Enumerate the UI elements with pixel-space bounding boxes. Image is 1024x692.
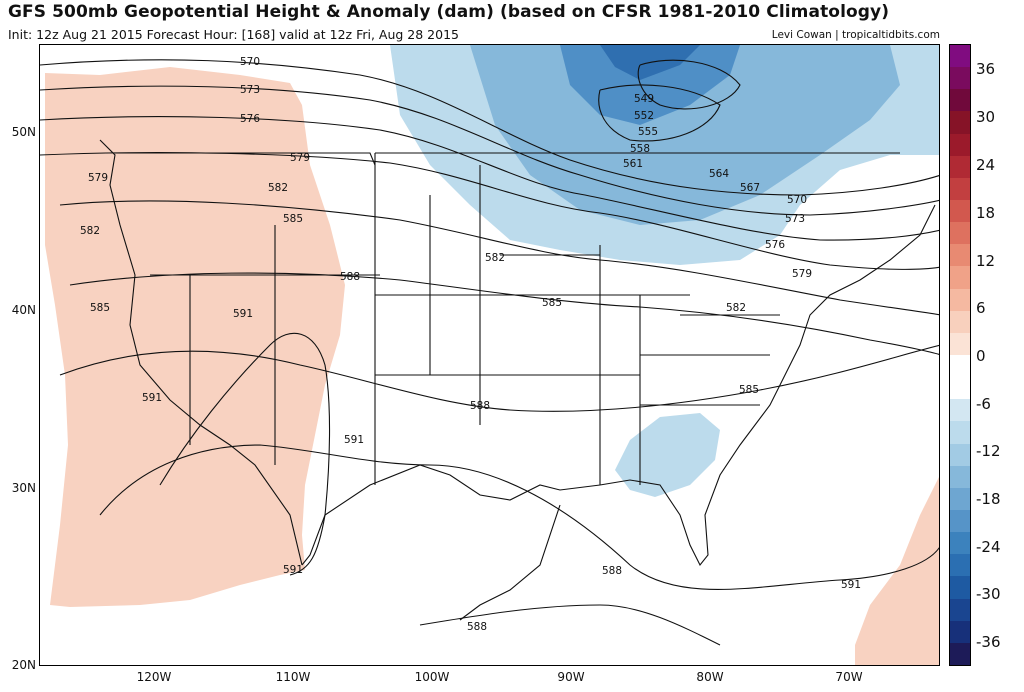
colorbar-segment	[950, 310, 970, 333]
contour-label: 573	[240, 84, 260, 96]
contour-label: 576	[765, 239, 785, 251]
colorbar-segment	[950, 354, 970, 378]
colorbar-segment	[950, 199, 970, 223]
colorbar-tick: -30	[976, 585, 1001, 603]
contour-label: 582	[268, 182, 288, 194]
colorbar-segment	[950, 177, 970, 200]
contour-label: 588	[340, 271, 360, 283]
contour-label: 570	[240, 56, 260, 68]
contour-label: 564	[709, 168, 729, 180]
lon-label: 70W	[835, 670, 863, 684]
lon-label: 100W	[414, 670, 450, 684]
contour-label: 588	[602, 565, 622, 577]
contour-label: 579	[792, 268, 812, 280]
map-panel: 570 573 576 579 579 582 582 582 585 585 …	[39, 44, 940, 666]
colorbar-segment	[950, 554, 970, 577]
colorbar	[949, 44, 971, 666]
contour-label: 582	[80, 225, 100, 237]
colorbar-segment	[950, 244, 970, 267]
colorbar-tick: -36	[976, 633, 1001, 651]
colorbar-segment	[950, 465, 970, 488]
contour-label: 588	[470, 400, 490, 412]
colorbar-segment	[950, 576, 970, 599]
contour-label: 585	[739, 384, 759, 396]
colorbar-segment	[950, 509, 970, 533]
colorbar-tick: 24	[976, 156, 996, 174]
colorbar-segment	[950, 532, 970, 555]
contour-label: 579	[290, 152, 310, 164]
map-credit: Levi Cowan | tropicaltidbits.com	[771, 29, 940, 41]
colorbar-tick: 12	[976, 252, 996, 270]
colorbar-segment	[950, 377, 970, 400]
positive-anomaly-southeast	[855, 477, 939, 665]
lat-label: 40N	[11, 303, 36, 317]
contour-label: 549	[634, 93, 654, 105]
map-subtitle: Init: 12z Aug 21 2015 Forecast Hour: [16…	[8, 27, 459, 42]
colorbar-tick: 30	[976, 108, 996, 126]
contour-label: 591	[841, 579, 861, 591]
contour-labels: 570 573 576 579 579 582 582 582 585 585 …	[80, 56, 861, 633]
colorbar-segment	[950, 266, 970, 289]
colorbar-segment	[950, 288, 970, 311]
lon-label: 80W	[696, 670, 724, 684]
colorbar-segment	[950, 443, 970, 466]
lon-label: 90W	[557, 670, 585, 684]
colorbar-segment	[950, 487, 970, 510]
colorbar-tick: 6	[976, 299, 986, 317]
contour-label: 570	[787, 194, 807, 206]
contour-label: 591	[344, 434, 364, 446]
height-contours	[40, 59, 939, 646]
contour-label: 573	[785, 213, 805, 225]
colorbar-segment	[950, 399, 970, 422]
colorbar-tick: -24	[976, 538, 1001, 556]
lon-label: 120W	[136, 670, 172, 684]
contour-label: 591	[142, 392, 162, 404]
contour-label: 588	[467, 621, 487, 633]
contour-label: 552	[634, 110, 654, 122]
contour-label: 582	[726, 302, 746, 314]
contour-label: 585	[90, 302, 110, 314]
colorbar-segment	[950, 598, 970, 621]
colorbar-tick: 36	[976, 60, 996, 78]
contour-label: 558	[630, 143, 650, 155]
colorbar-segment	[950, 332, 970, 355]
contour-label: 591	[233, 308, 253, 320]
colorbar-segment	[950, 89, 970, 112]
map-canvas: 570 573 576 579 579 582 582 582 585 585 …	[40, 45, 939, 665]
contour-label: 555	[638, 126, 658, 138]
contour-label: 585	[542, 297, 562, 309]
contour-label: 582	[485, 252, 505, 264]
contour-label: 579	[88, 172, 108, 184]
lat-label: 30N	[11, 481, 36, 495]
contour-label: 585	[283, 213, 303, 225]
colorbar-segment	[950, 133, 970, 156]
negative-anomaly-southeast	[615, 413, 720, 497]
contour-label: 591	[283, 564, 303, 576]
colorbar-segment	[950, 155, 970, 178]
colorbar-segment	[950, 45, 970, 68]
colorbar-segment	[950, 421, 970, 444]
colorbar-segment	[950, 642, 970, 665]
lat-label: 20N	[11, 658, 36, 672]
colorbar-segment	[950, 67, 970, 90]
colorbar-tick: -12	[976, 442, 1001, 460]
contour-label: 576	[240, 113, 260, 125]
positive-anomaly-west	[45, 67, 345, 607]
colorbar-tick: 0	[976, 347, 986, 365]
lat-label: 50N	[11, 125, 36, 139]
colorbar-segment	[950, 222, 970, 245]
colorbar-segment	[950, 111, 970, 134]
colorbar-tick: -18	[976, 490, 1001, 508]
colorbar-segment	[950, 620, 970, 643]
colorbar-tick: 18	[976, 204, 996, 222]
map-title: GFS 500mb Geopotential Height & Anomaly …	[8, 2, 890, 22]
colorbar-tick: -6	[976, 395, 991, 413]
contour-label: 567	[740, 182, 760, 194]
contour-label: 561	[623, 158, 643, 170]
lon-label: 110W	[275, 670, 311, 684]
coastlines	[99, 139, 936, 621]
